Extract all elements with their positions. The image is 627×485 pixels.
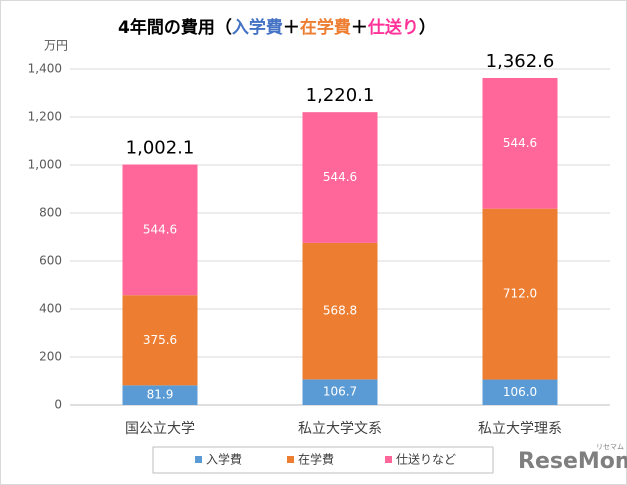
bar-segment [122,164,198,296]
legend-swatch [195,456,202,463]
title-part: ） [419,17,436,38]
total-label: 1,220.1 [306,85,375,106]
watermark-sub: リセマム [596,443,624,451]
data-label: 544.6 [503,136,537,150]
data-label: 106.0 [503,385,537,399]
y-tick-label: 1,200 [28,110,62,124]
x-tick-label: 国公立大学 [125,421,195,437]
y-tick-label: 800 [39,206,62,220]
chart-title: 4年間の費用（入学費＋在学費＋仕送り） [118,17,436,38]
legend-box [152,446,494,474]
bar-segment [302,242,378,380]
y-tick-label: 1,000 [28,158,62,172]
total-label: 1,362.6 [486,51,555,72]
bar-segment [122,295,198,386]
x-tick-label: 私立大学理系 [478,421,562,437]
y-tick-label: 200 [39,350,62,364]
total-label: 1,002.1 [126,137,195,158]
legend-label: 仕送りなど [396,452,456,467]
title-part: 在学費 [300,17,351,38]
bar-segment [122,385,198,405]
data-label: 568.8 [323,304,357,318]
data-label: 375.6 [143,333,177,347]
data-label: 544.6 [323,170,357,184]
bar-segment [482,77,558,209]
title-part: ＋ [351,18,368,38]
title-part: ＋ [283,18,300,38]
watermark: ReseMom [518,449,627,474]
title-part: 4年間の費用（ [118,17,232,38]
y-tick-label: 600 [39,254,62,268]
y-axis-label: 万円 [44,39,68,53]
bar-segment [302,112,378,243]
legend-swatch [385,456,392,463]
legend-label: 入学費 [206,452,242,467]
x-tick-label: 私立大学文系 [298,421,382,437]
y-tick-label: 400 [39,302,62,316]
title-part: 仕送り [367,17,419,38]
data-label: 106.7 [323,385,357,399]
bar-segment [482,379,558,405]
legend-label: 在学費 [298,452,334,467]
title-part: 入学費 [232,17,283,38]
legend-swatch [287,456,294,463]
y-tick-label: 1,400 [28,62,62,76]
data-label: 544.6 [143,222,177,236]
y-tick-label: 0 [54,398,62,412]
data-label: 712.0 [503,287,537,301]
bar-segment [482,208,558,380]
bar-segment [302,379,378,405]
data-label: 81.9 [147,388,174,402]
